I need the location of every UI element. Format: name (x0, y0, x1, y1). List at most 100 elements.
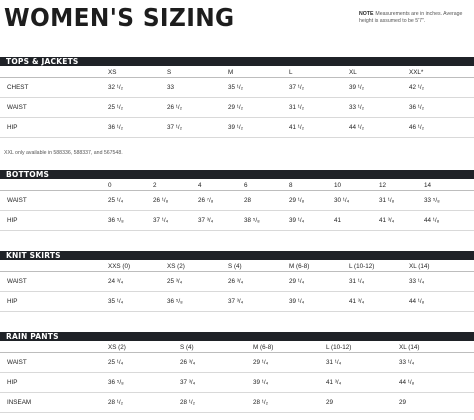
note-label: NOTE (359, 11, 374, 17)
measurement-cell: 26 ⁷/₈ (198, 197, 214, 204)
table-row: WAIST 25 ¹/₄ 26 ¹/₈ 26 ⁷/₈ 28 29 ¹/₈ 30 ¹/₄ 31 … (0, 191, 474, 211)
section-header-rain-pants: RAIN PANTS (0, 332, 474, 341)
column-header: 10 (334, 182, 342, 189)
measurement-cell: 36 ⁵/₈ (167, 298, 183, 305)
column-header-row: 0 2 4 6 8 10 12 14 (0, 179, 474, 191)
table-row: HIP 35 ¹/₄ 36 ⁵/₈ 37 ³/₄ 39 ¹/₄ 41 ³/₄ 44 ¹/₈ (0, 292, 474, 312)
column-header-row: XXS (0) XS (2) S (4) M (6-8) L (10-12) XL (14… (0, 260, 474, 272)
measurement-cell: 36 ¹/₂ (409, 104, 425, 111)
measurement-cell: 35 ¹/₂ (228, 84, 244, 91)
column-header: XL (349, 69, 357, 76)
measurement-cell: 33 ¹/₄ (399, 359, 415, 366)
column-header: 0 (108, 182, 112, 189)
measurement-cell: 33 ⁵/₈ (424, 197, 440, 204)
measurement-cell: 39 ¹/₂ (349, 84, 365, 91)
measurement-cell: 31 ¹/₄ (326, 359, 342, 366)
measurement-cell: 33 ¹/₄ (409, 278, 425, 285)
measurement-cell: 36 ¹/₂ (108, 124, 124, 131)
measurement-cell: 26 ³/₄ (228, 278, 244, 285)
column-header-row: XS (2) S (4) M (6-8) L (10-12) XL (14) (0, 341, 474, 353)
row-label: HIP (7, 379, 18, 386)
column-header: XS (108, 69, 117, 76)
measurement-cell: 25 ¹/₄ (108, 197, 124, 204)
measurement-cell: 41 (334, 217, 342, 224)
measurement-cell: 26 ³/₄ (180, 359, 196, 366)
table-row: HIP 36 ⁵/₈ 37 ³/₄ 39 ¹/₄ 41 ³/₄ 44 ¹/₈ (0, 373, 474, 393)
section-title: RAIN PANTS (6, 332, 59, 341)
measurement-cell: 28 ¹/₂ (180, 399, 196, 406)
section-header-tops: TOPS & JACKETS (0, 57, 474, 66)
table-row: WAIST 25 ¹/₄ 26 ³/₄ 29 ¹/₄ 31 ¹/₄ 33 ¹/₄ (0, 353, 474, 373)
measurement-cell: 37 ¹/₂ (167, 124, 183, 131)
row-label: WAIST (7, 197, 27, 204)
measurement-cell: 25 ¹/₄ (108, 359, 124, 366)
table-row: WAIST 25 ¹/₂ 26 ¹/₂ 29 ¹/₂ 31 ¹/₂ 33 ¹/₂ 36 ¹/… (0, 98, 474, 118)
row-label: HIP (7, 298, 18, 305)
measurement-cell: 37 ¹/₂ (289, 84, 305, 91)
column-header: S (167, 69, 172, 76)
measurement-cell: 28 ¹/₂ (108, 399, 124, 406)
column-header: 8 (289, 182, 293, 189)
table-row: HIP 36 ¹/₂ 37 ¹/₂ 39 ¹/₂ 41 ¹/₂ 44 ¹/₂ 46 ¹/₂ (0, 118, 474, 138)
row-label: WAIST (7, 278, 27, 285)
measurement-cell: 39 ¹/₂ (228, 124, 244, 131)
measurement-cell: 36 ⁵/₈ (108, 217, 124, 224)
row-label: WAIST (7, 359, 27, 366)
measurement-cell: 44 ¹/₈ (409, 298, 425, 305)
measurement-cell: 29 ¹/₂ (228, 104, 244, 111)
column-header: L (10-12) (349, 263, 375, 270)
measurement-cell: 31 ¹/₄ (349, 278, 365, 285)
column-header: M (228, 69, 234, 76)
column-header: L (10-12) (326, 344, 352, 351)
column-header: XXL* (409, 69, 424, 76)
measurement-cell: 30 ¹/₄ (334, 197, 350, 204)
row-label: CHEST (7, 84, 29, 91)
measurement-cell: 32 ¹/₂ (108, 84, 124, 91)
page-title: WOMEN'S SIZING (4, 3, 235, 32)
measurement-cell: 39 ¹/₄ (289, 298, 305, 305)
column-header: M (6-8) (253, 344, 274, 351)
table-row: INSEAM 28 ¹/₂ 28 ¹/₂ 28 ¹/₂ 29 29 (0, 393, 474, 413)
row-label: HIP (7, 124, 18, 131)
measurement-cell: 46 ¹/₂ (409, 124, 425, 131)
measurement-cell: 41 ³/₄ (349, 298, 365, 305)
measurement-cell: 29 (399, 399, 407, 406)
column-header: XL (14) (409, 263, 430, 270)
row-label: HIP (7, 217, 18, 224)
table-row: HIP 36 ⁵/₈ 37 ¹/₄ 37 ³/₄ 38 ⁵/₈ 39 ¹/₄ 41 41 ³/… (0, 211, 474, 231)
measurement-cell: 44 ¹/₈ (399, 379, 415, 386)
measurement-cell: 37 ³/₄ (228, 298, 244, 305)
sizing-note: NOTE Measurements are in inches. Average … (359, 11, 473, 25)
measurement-cell: 42 ¹/₂ (409, 84, 425, 91)
row-label: INSEAM (7, 399, 32, 406)
measurement-cell: 25 ¹/₂ (108, 104, 124, 111)
measurement-cell: 26 ¹/₂ (167, 104, 183, 111)
table-row: CHEST 32 ¹/₂ 33 35 ¹/₂ 37 ¹/₂ 39 ¹/₂ 42 ¹/₂ (0, 78, 474, 98)
measurement-cell: 33 ¹/₂ (349, 104, 365, 111)
section-title: BOTTOMS (6, 170, 50, 179)
note-text: Measurements are in inches. Average heig… (359, 11, 463, 24)
measurement-cell: 44 ¹/₂ (349, 124, 365, 131)
column-header: 4 (198, 182, 202, 189)
measurement-cell: 29 (326, 399, 334, 406)
section-header-bottoms: BOTTOMS (0, 170, 474, 179)
measurement-cell: 31 ¹/₈ (379, 197, 395, 204)
column-header: L (289, 69, 293, 76)
section-title: TOPS & JACKETS (6, 57, 79, 66)
measurement-cell: 38 ⁵/₈ (244, 217, 260, 224)
measurement-cell: 29 ¹/₄ (289, 278, 305, 285)
column-header: S (4) (228, 263, 242, 270)
table-row: WAIST 24 ³/₄ 25 ³/₄ 26 ³/₄ 29 ¹/₄ 31 ¹/₄ 33 ¹/… (0, 272, 474, 292)
measurement-cell: 41 ¹/₂ (289, 124, 305, 131)
measurement-cell: 37 ³/₄ (180, 379, 196, 386)
measurement-cell: 28 (244, 197, 252, 204)
measurement-cell: 39 ¹/₄ (253, 379, 269, 386)
measurement-cell: 33 (167, 84, 175, 91)
column-header: XL (14) (399, 344, 420, 351)
section-title: KNIT SKIRTS (6, 251, 61, 260)
measurement-cell: 41 ³/₄ (326, 379, 342, 386)
column-header: 14 (424, 182, 432, 189)
section-header-knit-skirts: KNIT SKIRTS (0, 251, 474, 260)
measurement-cell: 26 ¹/₈ (153, 197, 169, 204)
column-header-row: XS S M L XL XXL* (0, 66, 474, 78)
